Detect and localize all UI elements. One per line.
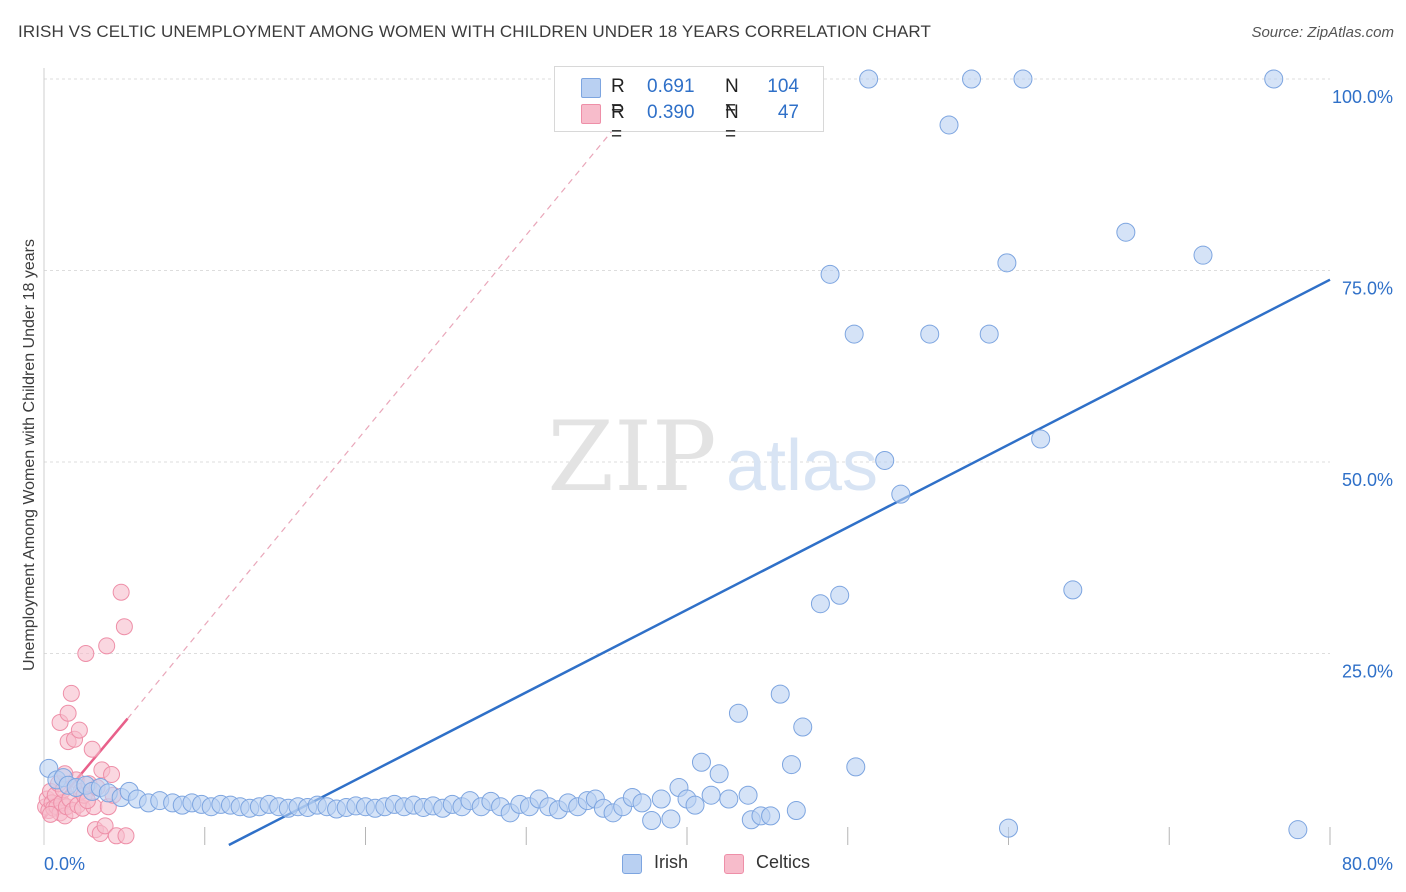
irish-point — [1116, 222, 1136, 242]
irish-swatch — [581, 78, 601, 98]
irish-point — [859, 69, 879, 89]
irish-point — [844, 324, 864, 344]
irish-point — [979, 324, 999, 344]
irish-point — [781, 755, 801, 775]
irish-r-value: 0.691 — [647, 76, 695, 97]
legend-irish-swatch — [622, 854, 642, 874]
irish-point — [820, 264, 840, 284]
celtics-point — [115, 618, 133, 636]
legend: Irish Celtics — [0, 852, 1406, 876]
irish-r-label: R = — [611, 76, 625, 119]
celtics-point — [83, 740, 101, 758]
irish-points — [39, 69, 1308, 840]
irish-n-label: N = — [725, 76, 739, 119]
irish-point — [1063, 580, 1083, 600]
irish-trendline — [228, 278, 1331, 847]
irish-point — [632, 793, 652, 813]
x-tick-label-0: 0.0% — [44, 854, 85, 874]
irish-point — [651, 789, 671, 809]
irish-point — [685, 795, 705, 815]
irish-point — [770, 684, 790, 704]
legend-celtics-swatch — [724, 854, 744, 874]
y-tick-label-75: 75.0% — [1342, 279, 1393, 299]
celtics-point — [62, 684, 80, 702]
irish-point — [920, 324, 940, 344]
celtics-swatch — [581, 104, 601, 124]
irish-point — [891, 484, 911, 504]
x-tick-labels: 0.0% 80.0% — [44, 854, 1393, 874]
irish-point — [719, 789, 739, 809]
chart-title: IRISH VS CELTIC UNEMPLOYMENT AMONG WOMEN… — [18, 22, 931, 41]
irish-point — [738, 785, 758, 805]
irish-point — [1288, 820, 1308, 840]
celtics-n-value: 47 — [777, 102, 799, 123]
celtics-point — [59, 704, 77, 722]
irish-point — [1013, 69, 1033, 89]
irish-point — [728, 703, 748, 723]
irish-point — [846, 757, 866, 777]
irish-point — [830, 585, 850, 605]
irish-point — [999, 818, 1018, 838]
watermark-zip: ZIP — [547, 401, 716, 513]
celtics-point — [77, 645, 95, 662]
irish-point — [761, 806, 781, 826]
source-label: Source: ZipAtlas.com — [1251, 24, 1394, 41]
watermark-atlas: atlas — [726, 426, 878, 506]
irish-point — [793, 717, 813, 737]
legend-irish-label: Irish — [654, 852, 689, 872]
celtics-n-label: N = — [725, 102, 739, 145]
stats-box: R = 0.691 N = 104 R = 0.390 N = 47 — [554, 66, 824, 145]
irish-point — [661, 809, 681, 829]
celtics-r-label: R = — [611, 102, 625, 145]
celtics-point — [96, 817, 114, 835]
irish-point — [997, 253, 1017, 273]
celtics-point — [41, 805, 59, 823]
irish-point — [709, 764, 729, 784]
celtics-point — [103, 766, 121, 784]
irish-point — [642, 810, 662, 830]
y-tick-label-25: 25.0% — [1342, 662, 1393, 682]
irish-point — [810, 594, 830, 614]
y-tick-label-50: 50.0% — [1342, 470, 1393, 490]
x-tick-label-1: 80.0% — [1342, 854, 1393, 874]
celtics-points — [37, 583, 135, 845]
irish-point — [691, 752, 711, 772]
legend-celtics-label: Celtics — [756, 852, 811, 872]
irish-point — [939, 115, 959, 135]
irish-point — [1264, 69, 1284, 89]
y-tick-label-100: 100.0% — [1332, 87, 1393, 107]
celtics-point — [112, 583, 130, 601]
celtics-point — [70, 721, 88, 739]
watermark: ZIP atlas — [547, 401, 878, 513]
irish-point — [1193, 245, 1213, 265]
irish-point — [701, 785, 721, 805]
irish-point — [1031, 429, 1051, 449]
celtics-r-value: 0.390 — [647, 102, 695, 123]
irish-point — [875, 450, 895, 470]
irish-n-value: 104 — [767, 76, 799, 97]
celtics-point — [98, 637, 116, 655]
celtics-point — [117, 827, 135, 845]
grid — [44, 78, 1330, 654]
irish-point — [962, 69, 982, 89]
irish-point — [786, 801, 806, 821]
celtics-trendline-extension — [127, 78, 656, 719]
y-tick-labels: 25.0% 50.0% 75.0% 100.0% — [1332, 87, 1393, 682]
